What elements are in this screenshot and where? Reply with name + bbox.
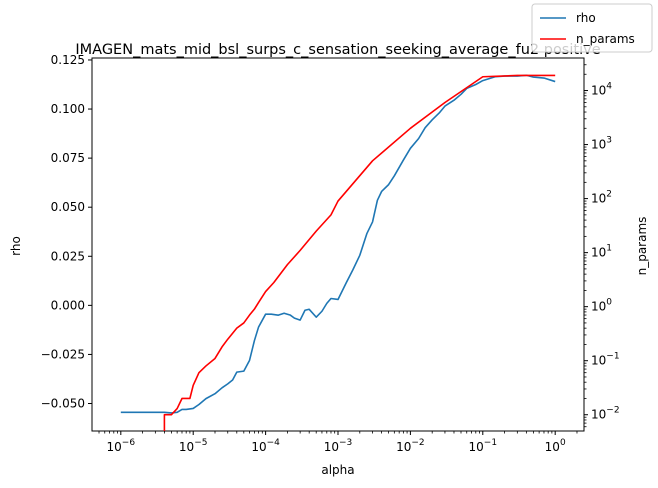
x-tick-label: 10−6 [107, 438, 136, 454]
x-tick-label: 100 [545, 438, 566, 454]
y-tick-label: 0.100 [51, 102, 85, 116]
y2-tick-label: 101 [591, 244, 612, 260]
legend: rho n_params [531, 3, 653, 53]
y2-axis-title: n_params [635, 217, 649, 276]
y-tick-label: 0.050 [51, 200, 85, 214]
x-tick-label: 10−1 [469, 438, 498, 454]
x-tick-label: 10−3 [324, 438, 353, 454]
y2-tick-label: 10−2 [591, 406, 620, 422]
y2-tick-label: 100 [591, 298, 612, 314]
y-tick-label: −0.025 [41, 347, 85, 361]
x-tick-label: 10−5 [179, 438, 208, 454]
y-tick-label: 0.125 [51, 53, 85, 67]
axis-layer: 10−6 10−5 10−4 10−3 10−2 10−1 100 −0.050 −0.025 0… [41, 53, 620, 454]
y2-tick-label: 102 [591, 190, 612, 206]
x-tick-label: 10−2 [396, 438, 425, 454]
series-layer [120, 74, 556, 431]
x-tick-label: 10−4 [251, 438, 280, 454]
y2-tick-label: 103 [591, 136, 612, 152]
series-line-n-params [163, 74, 556, 431]
legend-label-n-params: n_params [576, 32, 635, 46]
series-line-rho [120, 74, 556, 414]
x-axis-title: alpha [321, 463, 354, 477]
y2-tick-label: 10−1 [591, 352, 620, 368]
chart-title: IMAGEN_mats_mid_bsl_surps_c_sensation_se… [75, 42, 600, 58]
y-tick-label: 0.075 [51, 151, 85, 165]
y-tick-label: −0.050 [41, 397, 85, 411]
legend-box [531, 3, 653, 53]
y-axis-title: rho [9, 236, 23, 256]
y-tick-label: 0.025 [51, 249, 85, 263]
y-tick-label: 0.000 [51, 298, 85, 312]
legend-label-rho: rho [576, 11, 596, 25]
y2-tick-label: 104 [591, 82, 612, 98]
